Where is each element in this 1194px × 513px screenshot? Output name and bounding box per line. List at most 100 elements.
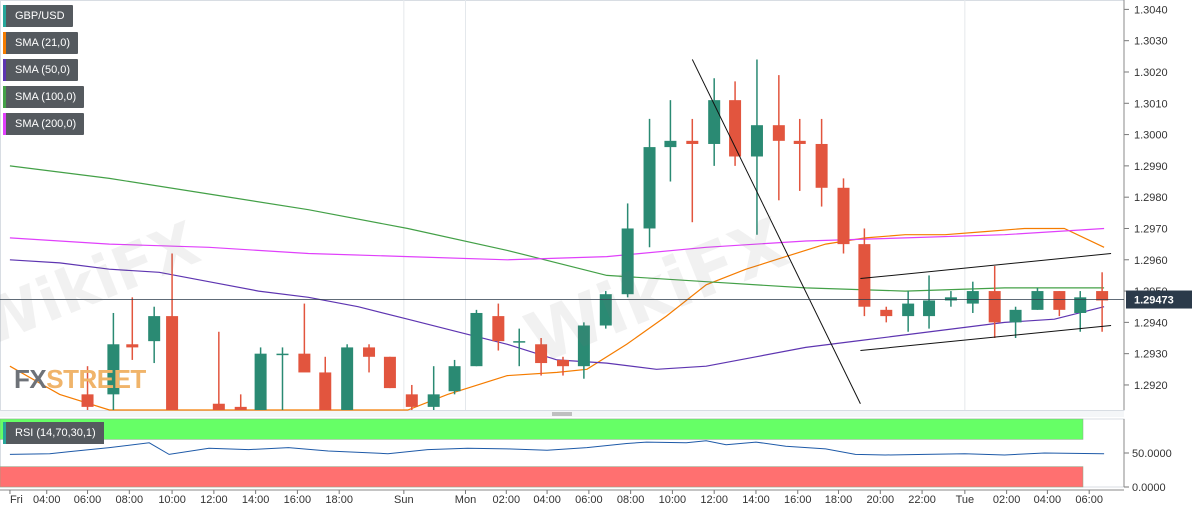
candles	[81, 59, 1109, 410]
bullish-candle	[599, 291, 612, 329]
bullish-candle	[427, 366, 440, 410]
price-tick-label: 1.3010	[1134, 98, 1168, 110]
time-tick-label: 04:00	[533, 494, 561, 506]
price-tick-label: 1.2970	[1134, 223, 1168, 235]
legend-swatch	[3, 86, 6, 108]
candle-body	[944, 297, 957, 301]
candle-body	[729, 100, 742, 157]
time-tick-label: 14:00	[742, 494, 770, 506]
price-tick-label: 1.2980	[1134, 192, 1168, 204]
time-tick-label: Tue	[956, 494, 975, 506]
price-tag: 1.29473	[1134, 295, 1174, 307]
price-tick-label: 1.2930	[1134, 349, 1168, 361]
bullish-candle	[470, 309, 483, 367]
time-tick-label: 02:00	[493, 494, 521, 506]
bearish-candle	[1096, 272, 1109, 332]
rsi-legend[interactable]: RSI (14,70,30,1)	[3, 422, 104, 444]
rsi-tick-label: 0.0000	[1132, 482, 1166, 494]
bearish-candle	[383, 356, 396, 389]
bearish-candle	[988, 266, 1001, 339]
time-tick-label: 14:00	[242, 494, 270, 506]
candle-body	[1053, 291, 1066, 310]
candle-body	[1009, 309, 1022, 323]
legend-swatch	[3, 32, 6, 54]
legend-label: SMA (200,0)	[15, 118, 77, 130]
bullish-candle	[448, 359, 461, 395]
price-tick-label: 1.2920	[1134, 380, 1168, 392]
candle-body	[298, 353, 311, 373]
time-tick-label: 16:00	[284, 494, 312, 506]
candle-body	[1074, 297, 1087, 313]
legend-label: SMA (21,0)	[15, 37, 71, 49]
legend-item[interactable]: GBP/USD	[3, 5, 73, 27]
time-tick-label: 10:00	[158, 494, 186, 506]
bullish-candle	[577, 322, 590, 379]
bullish-candle	[664, 100, 677, 182]
candle-body	[556, 359, 569, 367]
rsi-tick-label: 50.0000	[1132, 448, 1172, 460]
candle-body	[772, 125, 785, 141]
bearish-candle	[298, 303, 311, 373]
time-axis: Fri 04:00 06:00 08:00 10:00 12:00 14:00 16:00 18…	[0, 489, 1124, 506]
candle-body	[405, 394, 418, 407]
legend-item[interactable]: SMA (21,0)	[3, 32, 79, 54]
logo-part-street: STREET	[46, 364, 146, 394]
bearish-candle	[363, 344, 376, 373]
rsi-zone	[0, 418, 1084, 440]
bullish-candle	[107, 312, 120, 410]
sma-line	[9, 165, 1105, 292]
candle-body	[686, 140, 699, 144]
rsi-line	[9, 440, 1105, 456]
bearish-candle	[837, 178, 850, 254]
sma-line	[9, 227, 1105, 261]
candle-body	[837, 187, 850, 245]
candle-body	[492, 316, 505, 342]
time-tick-label: 12:00	[200, 494, 228, 506]
bullish-candle	[254, 347, 267, 410]
candle-body	[166, 316, 179, 410]
time-tick-label: 12:00	[700, 494, 728, 506]
time-tick-label: 04:00	[33, 494, 61, 506]
sma-line	[9, 227, 1105, 411]
time-tick-label: 20:00	[867, 494, 895, 506]
time-tick-label: 06:00	[1075, 494, 1103, 506]
bearish-candle	[166, 253, 179, 410]
sma-line	[9, 259, 1105, 370]
price-tick-label: 1.2960	[1134, 255, 1168, 267]
bearish-candle	[729, 81, 742, 166]
rsi-zone	[0, 466, 1084, 488]
bearish-candle	[535, 338, 548, 376]
trendlines	[691, 59, 1112, 404]
legend-item[interactable]: SMA (200,0)	[3, 113, 85, 135]
legend-label: GBP/USD	[15, 10, 65, 22]
trendline	[860, 253, 1112, 280]
bullish-candle	[621, 203, 634, 298]
bullish-candle	[708, 78, 721, 166]
sma-lines	[9, 165, 1105, 411]
candle-body	[363, 347, 376, 357]
time-tick-label: Mon	[455, 494, 476, 506]
candle-body	[81, 394, 94, 407]
bullish-candle	[944, 291, 957, 307]
logo-part-fx: FX	[14, 364, 47, 394]
legend-label: SMA (100,0)	[15, 91, 77, 103]
legend-item[interactable]: SMA (50,0)	[3, 59, 79, 81]
price-tick-label: 1.3000	[1134, 130, 1168, 142]
candle-body	[599, 294, 612, 326]
candle-body	[577, 325, 590, 367]
bearish-candle	[880, 306, 893, 323]
candle-body	[212, 403, 225, 410]
bearish-candle	[1053, 291, 1066, 317]
candle-body	[427, 394, 440, 407]
time-tick-label: 08:00	[116, 494, 144, 506]
candle-body	[126, 344, 139, 348]
candle-body	[107, 344, 120, 395]
time-tick-label: 06:00	[575, 494, 603, 506]
legend-item[interactable]: SMA (100,0)	[3, 86, 85, 108]
candle-body	[254, 353, 267, 410]
candle-body	[708, 100, 721, 144]
bearish-candle	[319, 356, 332, 410]
candle-body	[664, 140, 677, 148]
price-axis: 1.3040 1.3030 1.3020 1.3010 1.3000 1.2990 1.29…	[0, 0, 1192, 410]
